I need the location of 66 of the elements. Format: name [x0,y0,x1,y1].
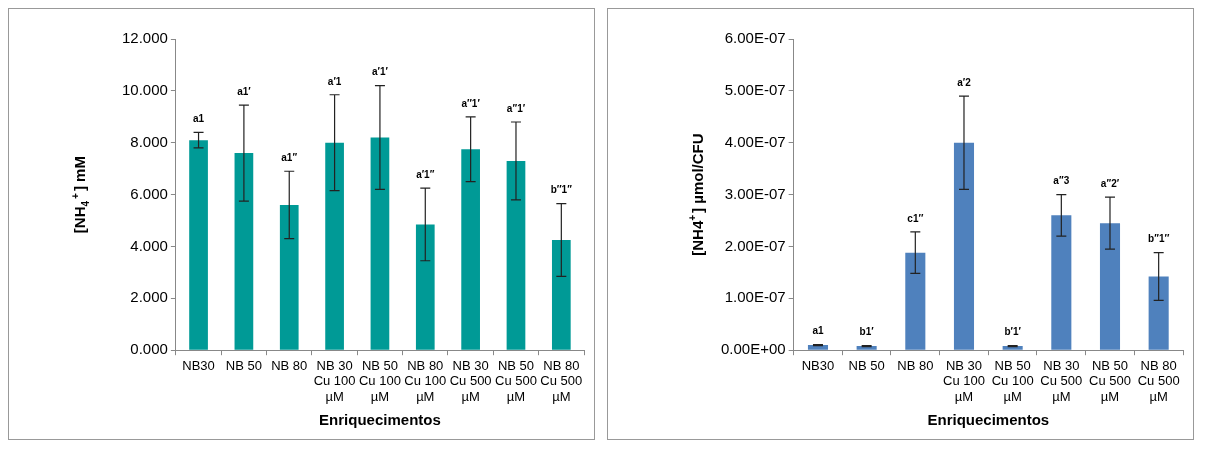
annotation: a1 [812,325,824,337]
y-tick-label: 0.000 [130,340,168,358]
y-tick-label: 2.000 [130,288,168,306]
annotation: a′′1′ [461,97,481,109]
x-tick-label: NB 30 Cu 500 µM [449,357,492,404]
bar [461,149,480,350]
x-tick-label: NB 80 [271,357,308,373]
y-tick-label: 8.000 [130,132,168,150]
bar [1051,215,1072,350]
annotation: b1′ [859,326,875,338]
y-tick-label: 1.00E-07 [724,288,786,306]
x-tick-label: NB 30 Cu 100 µM [943,357,985,404]
bar [1148,276,1169,350]
x-tick-label: NB 30 Cu 100 µM [313,357,356,404]
x-tick-label: NB 50 Cu 500 µM [1089,357,1131,404]
annotation: a1′ [237,85,252,97]
y-axis-title: [NH4+] µmol/CFU [687,133,706,256]
x-tick-label: NB 50 Cu 500 µM [495,357,537,404]
x-tick-label: NB 50 [848,357,885,373]
y-tick-label: 3.00E-07 [724,184,786,202]
annotation: a1′′ [281,152,298,164]
x-tick-label: NB 50 Cu 100 µM [991,357,1034,404]
annotation: a′1′′ [416,168,436,180]
y-axis-title: [NH4+] mM [69,156,91,234]
x-tick-label: NB 80 Cu 100 µM [404,357,447,404]
y-tick-label: 2.00E-07 [724,236,786,254]
x-tick-label: NB 30 Cu 500 µM [1040,357,1083,404]
bar [370,137,390,350]
bar [415,224,435,350]
x-axis-title: Enriquecimentos [927,411,1050,429]
annotation: a1 [192,113,205,125]
annotation: b′′1′′ [550,184,573,196]
annotation: a′′2′ [1100,177,1120,189]
x-tick-label: NB 50 [225,357,262,373]
bar [279,204,299,350]
y-tick-label: 12.000 [121,29,168,47]
annotation: a′2 [957,76,972,88]
y-tick-label: 5.00E-07 [724,81,786,99]
y-tick-label: 10.000 [121,81,168,99]
bar [189,140,208,350]
annotation: a′′3 [1053,175,1070,187]
y-tick-label: 4.000 [130,236,168,254]
annotation: a′1′ [371,66,389,78]
x-tick-label: NB 80 Cu 500 µM [1137,357,1180,404]
bar [506,160,526,350]
x-tick-label: NB 80 [897,357,934,373]
x-axis-title: Enriquecimentos [319,411,441,429]
x-tick-label: NB 50 Cu 100 µM [358,357,401,404]
x-tick-label: NB30 [182,357,215,373]
y-tick-label: 0.00E+00 [720,340,786,358]
bar [905,252,926,350]
bar [234,153,254,350]
bar [953,142,975,350]
annotation: a′1 [327,75,342,87]
annotation: a′′1′ [506,102,526,114]
annotation: b′′1′′ [1148,233,1170,245]
x-tick-label: NB30 [801,357,835,373]
bar [551,239,571,350]
bar [325,142,344,350]
bar [1099,223,1121,350]
annotation: b′1′ [1004,326,1022,338]
y-tick-label: 6.000 [130,184,168,202]
y-tick-label: 6.00E-07 [724,29,786,47]
x-tick-label: NB 80 Cu 500 µM [540,357,583,404]
annotation: c1′′ [907,212,924,224]
y-tick-label: 4.00E-07 [724,132,786,150]
